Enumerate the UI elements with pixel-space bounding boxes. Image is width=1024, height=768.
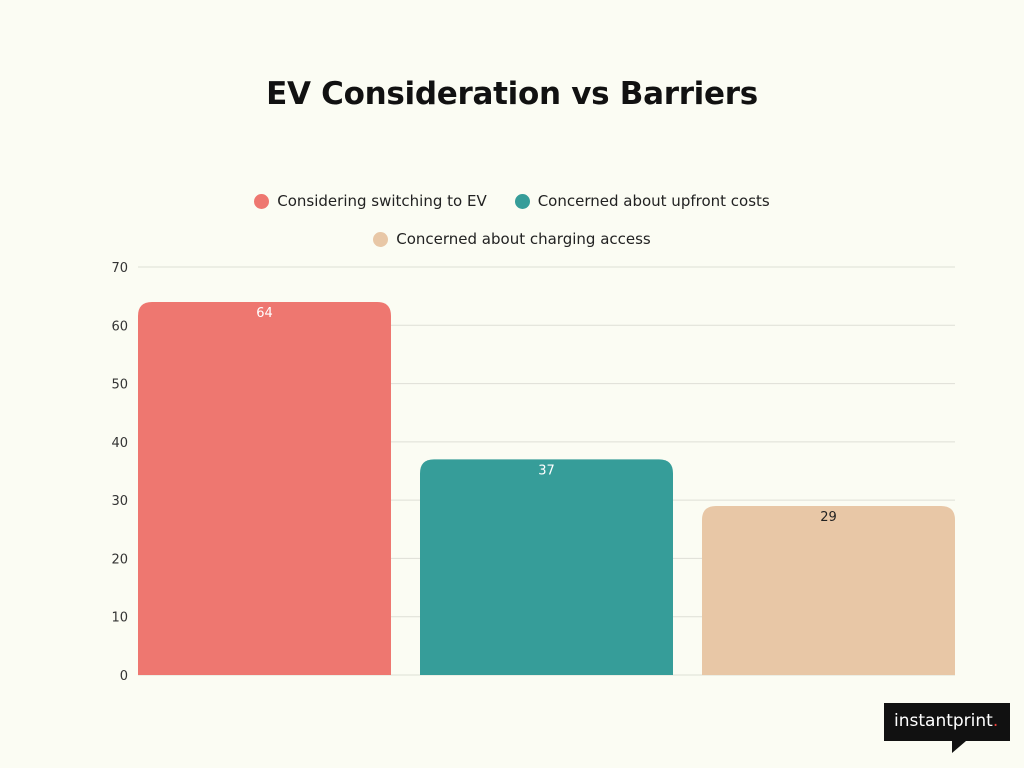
bar bbox=[702, 505, 955, 675]
y-tick-label: 30 bbox=[111, 494, 128, 509]
y-tick-label: 40 bbox=[111, 436, 128, 451]
legend-swatch-charging-access bbox=[373, 231, 389, 247]
y-tick-label: 60 bbox=[111, 319, 128, 334]
chart-title: EV Consideration vs Barriers bbox=[266, 76, 758, 112]
legend-item-considering: Considering switching to EV bbox=[254, 192, 487, 210]
legend-row-1: Considering switching to EV Concerned ab… bbox=[0, 192, 1024, 210]
legend-label-considering: Considering switching to EV bbox=[277, 192, 487, 210]
bar bbox=[420, 459, 673, 675]
y-tick-label: 20 bbox=[111, 552, 128, 567]
legend-swatch-upfront-costs bbox=[514, 193, 530, 209]
legend-item-upfront-costs: Concerned about upfront costs bbox=[514, 192, 770, 210]
data-label: 64 bbox=[256, 306, 273, 321]
legend-label-upfront-costs: Concerned about upfront costs bbox=[537, 192, 770, 210]
legend-item-charging-access: Concerned about charging access bbox=[373, 230, 651, 248]
legend-swatch-considering bbox=[254, 193, 270, 209]
y-tick-label: 10 bbox=[111, 611, 128, 626]
bar bbox=[138, 301, 391, 675]
instantprint-logo: instantprint. bbox=[884, 703, 1010, 753]
y-tick-label: 0 bbox=[120, 669, 128, 684]
legend-row-2: Concerned about charging access bbox=[0, 230, 1024, 248]
y-tick-label: 70 bbox=[111, 261, 128, 276]
y-tick-label: 50 bbox=[111, 378, 128, 393]
legend-label-charging-access: Concerned about charging access bbox=[396, 230, 651, 248]
logo-text: instantprint. bbox=[894, 711, 999, 731]
data-label: 29 bbox=[820, 510, 837, 525]
data-label: 37 bbox=[538, 463, 555, 478]
